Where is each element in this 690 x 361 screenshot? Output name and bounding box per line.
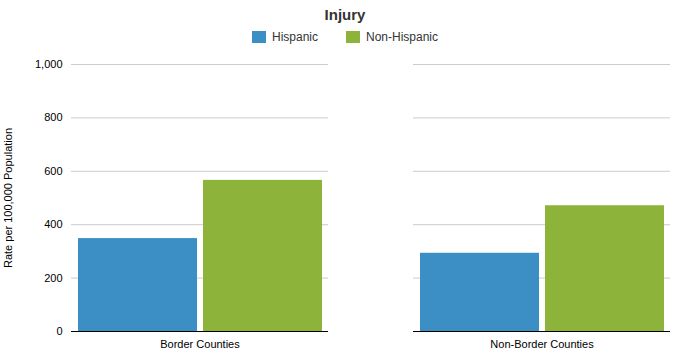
svg-text:400: 400 [44, 218, 62, 230]
svg-text:600: 600 [44, 165, 62, 177]
html-text:Non-Hispanic: Non-Hispanic [366, 30, 438, 44]
svg-text:1,000: 1,000 [35, 58, 63, 70]
svg-text:Border Counties: Border Counties [160, 338, 240, 350]
svg-text:200: 200 [44, 272, 62, 284]
svg-text:800: 800 [44, 111, 62, 123]
html-text:Injury: Injury [324, 6, 366, 23]
svg-text:Non-Border Counties: Non-Border Counties [490, 338, 594, 350]
html-text:Hispanic: Hispanic [272, 30, 318, 44]
svg-text:Rate per 100,000 Population: Rate per 100,000 Population [2, 128, 14, 268]
svg-text:0: 0 [56, 325, 62, 337]
